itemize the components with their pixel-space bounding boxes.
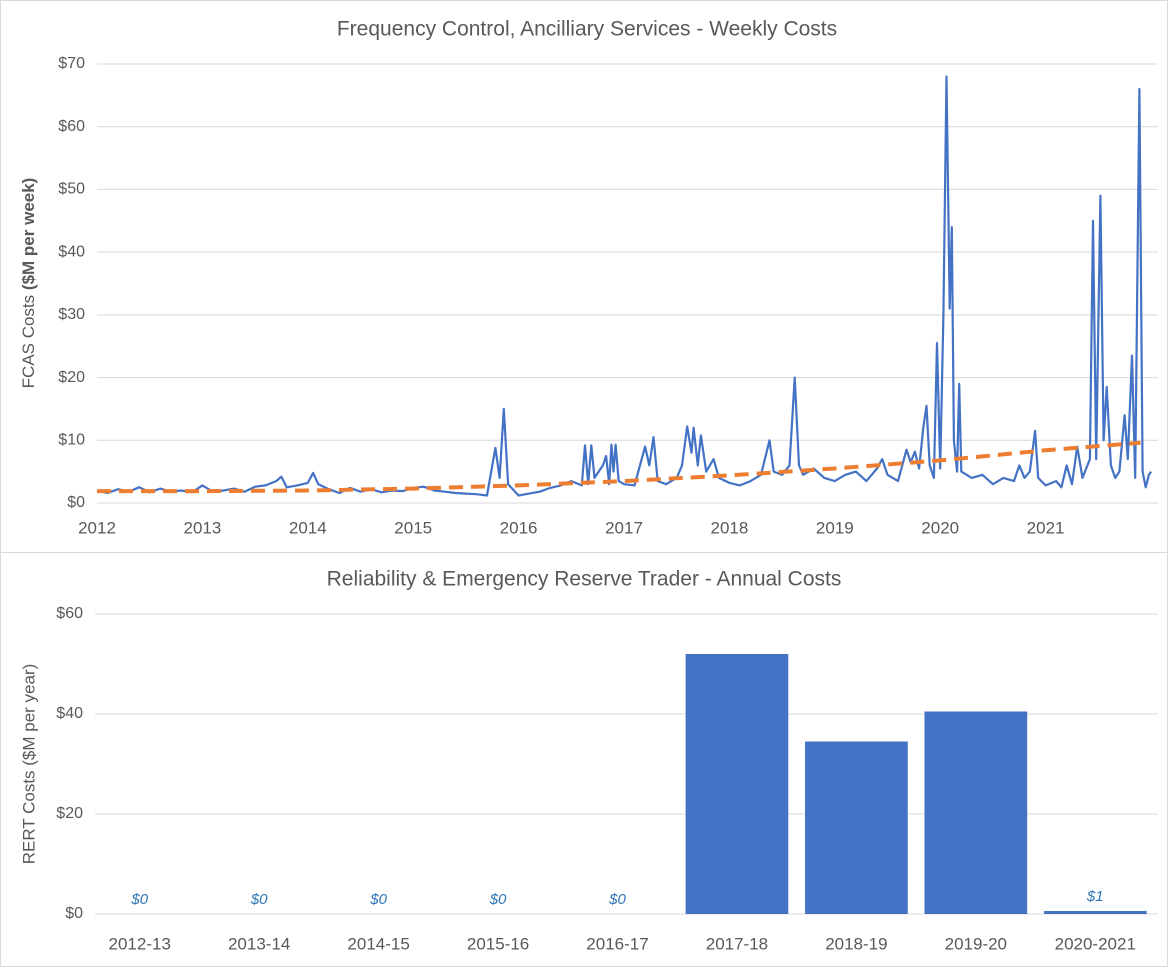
value-label: $0 [250,891,268,908]
x-tick-label: 2019-20 [945,934,1007,953]
x-tick-label: 2015 [394,518,432,537]
y-tick-label: $10 [58,432,85,449]
x-tick-label: 2014-15 [347,934,409,953]
chart-title: Reliability & Emergency Reserve Trader -… [327,568,842,591]
value-label: $1 [1086,888,1104,905]
bar [924,711,1028,914]
x-tick-label: 2020-2021 [1055,934,1136,953]
y-tick-label: $60 [56,605,83,622]
x-tick-label: 2018 [710,518,748,537]
y-tick-label: $20 [58,369,85,386]
y-axis-title-part: FCAS Costs [19,295,38,389]
y-tick-label: $0 [67,494,85,511]
chart-title: Frequency Control, Ancilliary Services -… [337,18,837,41]
x-tick-label: 2019 [816,518,854,537]
x-tick-label: 2013-14 [228,934,290,953]
x-tick-label: 2012 [78,518,116,537]
series-line [97,440,1141,494]
x-tick-label: 2012-13 [109,934,171,953]
series-line [96,75,1152,497]
y-tick-label: $50 [58,181,85,198]
y-tick-label: $40 [56,705,83,722]
y-axis-title: FCAS Costs ($M per week) [19,178,38,389]
x-tick-label: 2016-17 [586,934,648,953]
bar [685,654,789,914]
x-tick-label: 2016 [500,518,538,537]
value-label: $0 [130,891,148,908]
y-tick-label: $70 [58,55,85,72]
y-tick-label: $60 [58,118,85,135]
x-tick-label: 2021 [1027,518,1065,537]
y-axis-title-part: ($M per week) [19,178,38,290]
y-tick-label: $40 [58,243,85,260]
bar [805,741,908,914]
x-tick-label: 2017 [605,518,643,537]
y-tick-label: $0 [65,905,83,922]
y-axis-title: RERT Costs ($M per year) [19,664,38,865]
bar [1043,911,1147,914]
x-tick-label: 2013 [183,518,221,537]
x-tick-label: 2020 [921,518,959,537]
value-label: $0 [489,891,507,908]
x-tick-label: 2017-18 [706,934,768,953]
x-tick-label: 2018-19 [825,934,887,953]
y-tick-label: $20 [56,805,83,822]
x-tick-label: 2014 [289,518,327,537]
value-label: $0 [369,891,387,908]
value-label: $0 [608,891,626,908]
x-tick-label: 2015-16 [467,934,529,953]
y-tick-label: $30 [58,306,85,323]
